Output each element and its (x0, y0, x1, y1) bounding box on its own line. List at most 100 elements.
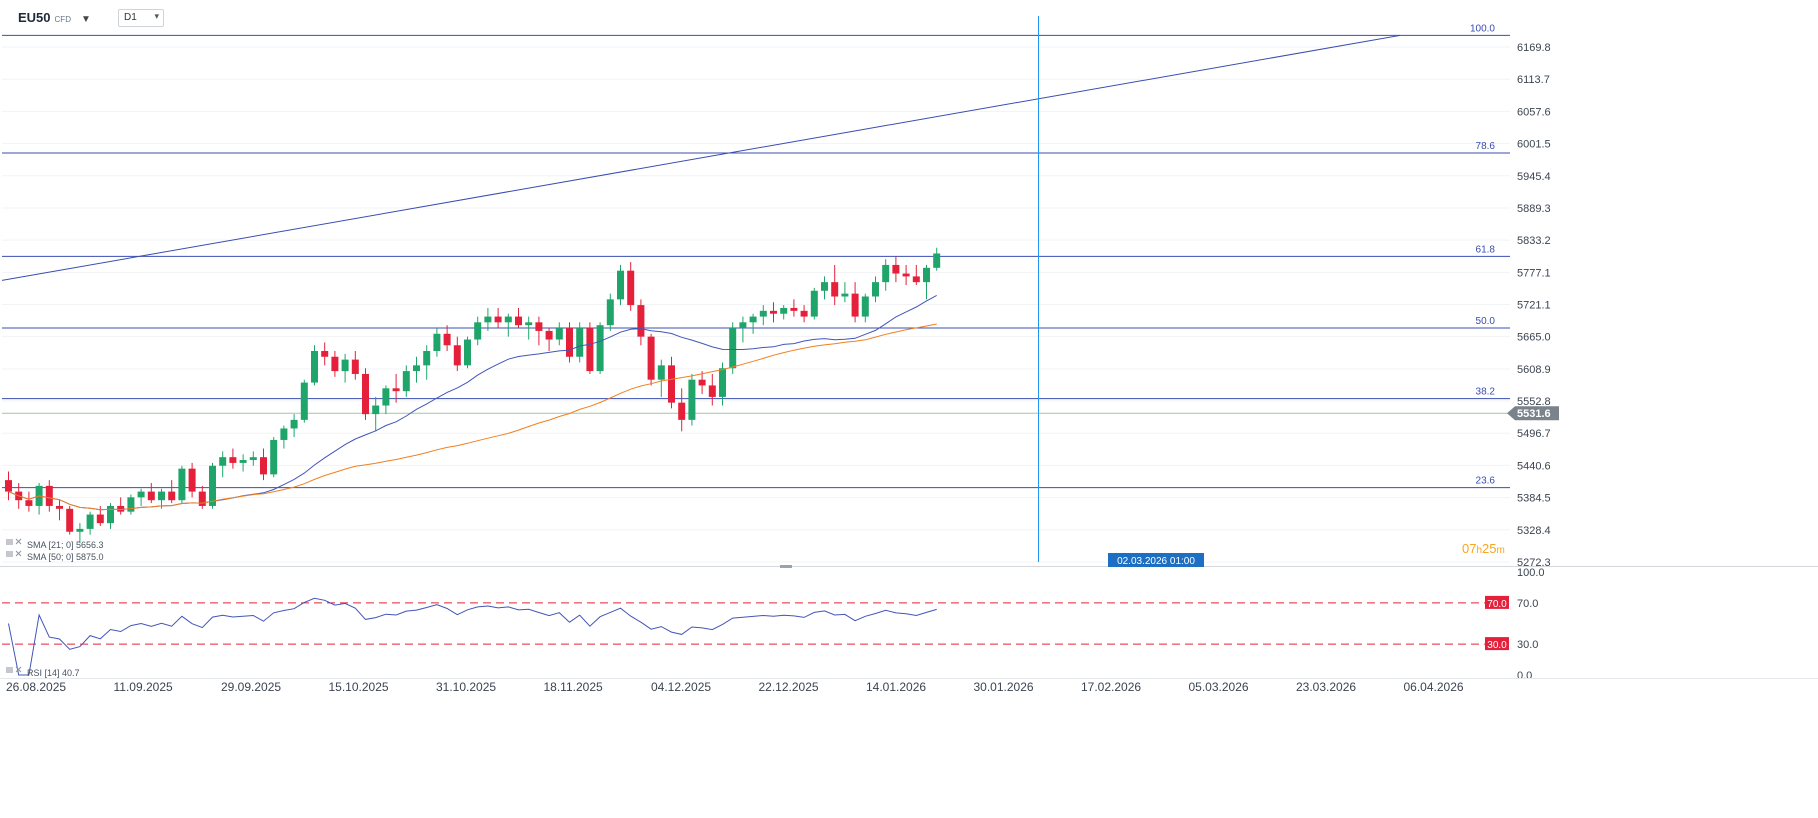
candle[interactable] (147, 482, 155, 504)
indicator-settings-icon[interactable] (6, 539, 13, 545)
candle[interactable] (657, 359, 665, 397)
symbol-selector[interactable]: EU50 CFD ▼ (18, 10, 91, 25)
candle[interactable] (851, 282, 859, 323)
candle[interactable] (555, 322, 563, 346)
date-axis[interactable]: 26.08.2025 11.09.2025 29.09.2025 15.10.2025… (6, 680, 1464, 694)
candle[interactable] (168, 480, 176, 504)
candle[interactable] (484, 307, 492, 331)
candle[interactable] (331, 351, 339, 377)
candle[interactable] (770, 302, 777, 323)
candle[interactable] (280, 425, 288, 449)
timeframe-selector[interactable]: D1 ▾ (118, 9, 164, 27)
candle[interactable] (882, 259, 890, 291)
candle[interactable] (912, 264, 920, 286)
candle[interactable] (586, 322, 594, 374)
candle[interactable] (617, 264, 624, 306)
candle[interactable] (351, 351, 359, 380)
close-icon[interactable] (15, 666, 22, 673)
candle[interactable] (311, 345, 318, 386)
candle[interactable] (494, 307, 502, 329)
candle[interactable] (831, 264, 839, 306)
candle[interactable] (933, 247, 941, 271)
candle[interactable] (566, 322, 573, 363)
candle[interactable] (107, 503, 114, 529)
candle[interactable] (321, 342, 329, 366)
candle[interactable] (127, 494, 135, 515)
candle[interactable] (596, 322, 604, 374)
indicator-settings-icon[interactable] (6, 551, 13, 557)
candle[interactable] (229, 448, 237, 469)
candle[interactable] (433, 328, 441, 357)
pane-resize-handle[interactable] (780, 565, 792, 568)
candle[interactable] (45, 480, 53, 512)
close-icon[interactable] (15, 550, 22, 557)
candle[interactable] (300, 379, 308, 423)
candle[interactable] (759, 305, 767, 326)
candle[interactable] (821, 276, 828, 300)
candle[interactable] (647, 333, 655, 386)
candle[interactable] (239, 454, 247, 472)
candle[interactable] (708, 373, 716, 406)
candle[interactable] (892, 256, 900, 283)
candle[interactable] (198, 485, 206, 509)
candle[interactable] (341, 353, 349, 383)
candle[interactable] (362, 368, 369, 420)
candle[interactable] (515, 307, 522, 329)
candle[interactable] (678, 388, 686, 432)
candle[interactable] (637, 299, 645, 346)
candle[interactable] (56, 500, 63, 521)
candle[interactable] (66, 505, 74, 535)
candle[interactable] (749, 313, 757, 334)
candle[interactable] (443, 325, 451, 352)
candle[interactable] (841, 282, 849, 303)
candle[interactable] (260, 448, 267, 481)
candle[interactable] (535, 316, 543, 346)
candle[interactable] (902, 264, 910, 286)
candle[interactable] (504, 313, 512, 337)
candle[interactable] (576, 322, 584, 363)
candle[interactable] (627, 262, 635, 311)
candle[interactable] (729, 322, 737, 374)
candle[interactable] (780, 305, 788, 320)
candle[interactable] (800, 305, 808, 323)
candle[interactable] (413, 356, 420, 383)
candle[interactable] (402, 365, 410, 397)
candle[interactable] (688, 373, 696, 426)
candle[interactable] (117, 497, 125, 515)
candle[interactable] (790, 299, 798, 317)
candle[interactable] (137, 488, 145, 506)
candle[interactable] (178, 465, 186, 504)
indicator-settings-icon[interactable] (6, 667, 13, 673)
candle[interactable] (525, 316, 533, 340)
candle[interactable] (453, 336, 461, 372)
rsi-axis[interactable]: 100.0 0.0 70.0 30.0 70.0 30.0 (1485, 567, 1545, 682)
candle[interactable] (270, 437, 278, 478)
candle[interactable] (474, 316, 482, 346)
candle[interactable] (861, 293, 869, 323)
candle[interactable] (739, 316, 747, 343)
candle[interactable] (35, 482, 43, 515)
candle[interactable] (545, 328, 553, 352)
trend-line[interactable] (1, 34, 1401, 281)
candle[interactable] (219, 451, 227, 478)
candle[interactable] (25, 491, 33, 512)
candle[interactable] (76, 523, 84, 544)
close-icon[interactable] (15, 538, 22, 545)
candle[interactable] (668, 356, 675, 409)
candle[interactable] (290, 414, 298, 438)
candle[interactable] (423, 345, 431, 380)
candle[interactable] (382, 385, 390, 415)
candle[interactable] (606, 293, 614, 331)
candle[interactable] (188, 462, 196, 498)
candle[interactable] (810, 287, 818, 320)
candle[interactable] (392, 373, 400, 403)
candle[interactable] (923, 264, 930, 300)
fibonacci-retracement[interactable]: 100.0 78.6 61.8 50.0 38.2 23.6 (2, 23, 1510, 489)
price-axis[interactable]: 6169.8 6113.7 6057.6 6001.5 5945.4 5889.3 5833… (1517, 42, 1551, 569)
candle[interactable] (464, 336, 471, 369)
candle[interactable] (872, 276, 879, 303)
candle[interactable] (86, 511, 94, 535)
candle[interactable] (698, 371, 706, 395)
